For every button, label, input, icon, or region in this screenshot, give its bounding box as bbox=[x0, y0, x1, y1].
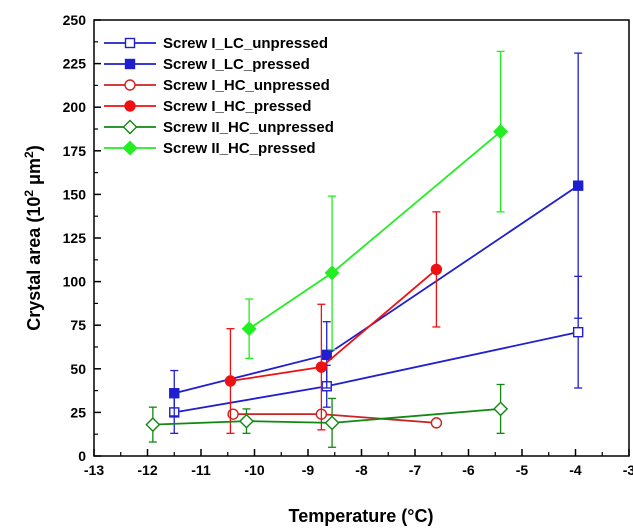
y-tick-labels: 0 25 50 75 100 125 150 175 200 225 250 bbox=[63, 12, 87, 464]
data-point-square bbox=[124, 37, 136, 49]
data-point-square bbox=[321, 349, 332, 361]
x-tick-label: -6 bbox=[462, 462, 475, 478]
y-tick-label: 100 bbox=[63, 274, 87, 290]
legend-label: Screw I_HC_unpressed bbox=[163, 77, 330, 94]
data-point-circle bbox=[430, 263, 443, 276]
x-tick-label: -9 bbox=[302, 462, 315, 478]
data-point-diamond bbox=[324, 265, 340, 281]
data-point-square bbox=[572, 326, 584, 338]
y-tick-label: 0 bbox=[78, 448, 86, 464]
series-line bbox=[174, 184, 579, 395]
data-point-circle bbox=[124, 100, 136, 112]
data-point-square bbox=[124, 58, 136, 70]
legend: Screw I_LC_unpressed Screw I_LC_pressed Sc… bbox=[104, 35, 334, 157]
y-tick-label: 125 bbox=[63, 230, 87, 246]
y-axis-title-main: Crystal area (10 bbox=[24, 197, 44, 331]
y-tick-label: 175 bbox=[63, 143, 87, 159]
x-tick-label: -12 bbox=[137, 462, 157, 478]
x-tick-label: -3 bbox=[623, 462, 633, 478]
legend-item-4: Screw I_HC_pressed bbox=[104, 98, 311, 115]
data-point-circle bbox=[315, 361, 328, 373]
x-tick-label: -11 bbox=[191, 462, 211, 478]
y-tick-label: 200 bbox=[63, 99, 87, 115]
data-point-circle bbox=[430, 417, 443, 429]
data-point-diamond bbox=[122, 140, 138, 156]
series-4 bbox=[224, 211, 443, 434]
data-point-diamond bbox=[324, 415, 340, 431]
data-point-diamond bbox=[241, 321, 257, 337]
legend-label: Screw I_LC_unpressed bbox=[163, 35, 328, 52]
data-point-diamond bbox=[122, 119, 138, 135]
y-tick-label: 250 bbox=[63, 12, 87, 28]
x-tick-label: -7 bbox=[409, 462, 422, 478]
x-axis-title: Temperature (°C) bbox=[289, 506, 434, 526]
y-axis-title-unit: μm bbox=[24, 158, 44, 190]
y-tick-label: 50 bbox=[70, 361, 86, 377]
x-tick-label: -5 bbox=[516, 462, 529, 478]
data-point-square bbox=[572, 180, 584, 191]
series-6 bbox=[241, 50, 509, 359]
data-point-circle bbox=[124, 79, 136, 91]
series-line bbox=[174, 331, 579, 414]
y-tick-label: 25 bbox=[70, 404, 86, 420]
legend-label: Screw I_HC_pressed bbox=[163, 98, 311, 115]
y-tick-label: 225 bbox=[63, 56, 87, 72]
axis-ticks bbox=[93, 19, 630, 457]
y-tick-label: 150 bbox=[63, 186, 87, 202]
series-line bbox=[248, 130, 502, 330]
x-tick-label: -10 bbox=[244, 462, 264, 478]
x-tick-label: -4 bbox=[569, 462, 582, 478]
data-point-diamond bbox=[493, 124, 509, 140]
legend-item-6: Screw II_HC_pressed bbox=[104, 140, 316, 157]
legend-item-1: Screw I_LC_unpressed bbox=[104, 35, 328, 52]
legend-label: Screw II_HC_unpressed bbox=[163, 119, 334, 136]
data-point-circle bbox=[224, 375, 237, 387]
x-tick-label: -13 bbox=[84, 462, 104, 478]
y-axis-title-sup: 2 bbox=[22, 190, 36, 197]
legend-label: Screw II_HC_pressed bbox=[163, 140, 316, 157]
legend-item-3: Screw I_HC_unpressed bbox=[104, 77, 330, 94]
series-layer bbox=[145, 50, 584, 448]
y-axis-title-unit-sup: 2 bbox=[22, 151, 36, 158]
x-tick-label: -8 bbox=[355, 462, 368, 478]
legend-item-5: Screw II_HC_unpressed bbox=[104, 119, 334, 136]
legend-label: Screw I_LC_pressed bbox=[163, 56, 310, 73]
y-axis-title: Crystal area (102 μm2) bbox=[22, 145, 44, 331]
x-tick-labels: -13 -12 -11 -10 -9 -8 -7 -6 -5 -4 -3 bbox=[84, 462, 633, 478]
series-5 bbox=[145, 383, 509, 448]
legend-item-2: Screw I_LC_pressed bbox=[104, 56, 310, 73]
data-point-diamond bbox=[493, 401, 509, 417]
y-tick-label: 75 bbox=[70, 317, 86, 333]
y-axis-title-close: ) bbox=[24, 145, 44, 151]
data-point-square bbox=[169, 388, 180, 399]
series-line bbox=[152, 408, 501, 426]
series-line bbox=[230, 268, 437, 382]
data-point-diamond bbox=[145, 417, 161, 433]
data-point-circle bbox=[227, 408, 239, 420]
data-point-diamond bbox=[238, 413, 254, 429]
